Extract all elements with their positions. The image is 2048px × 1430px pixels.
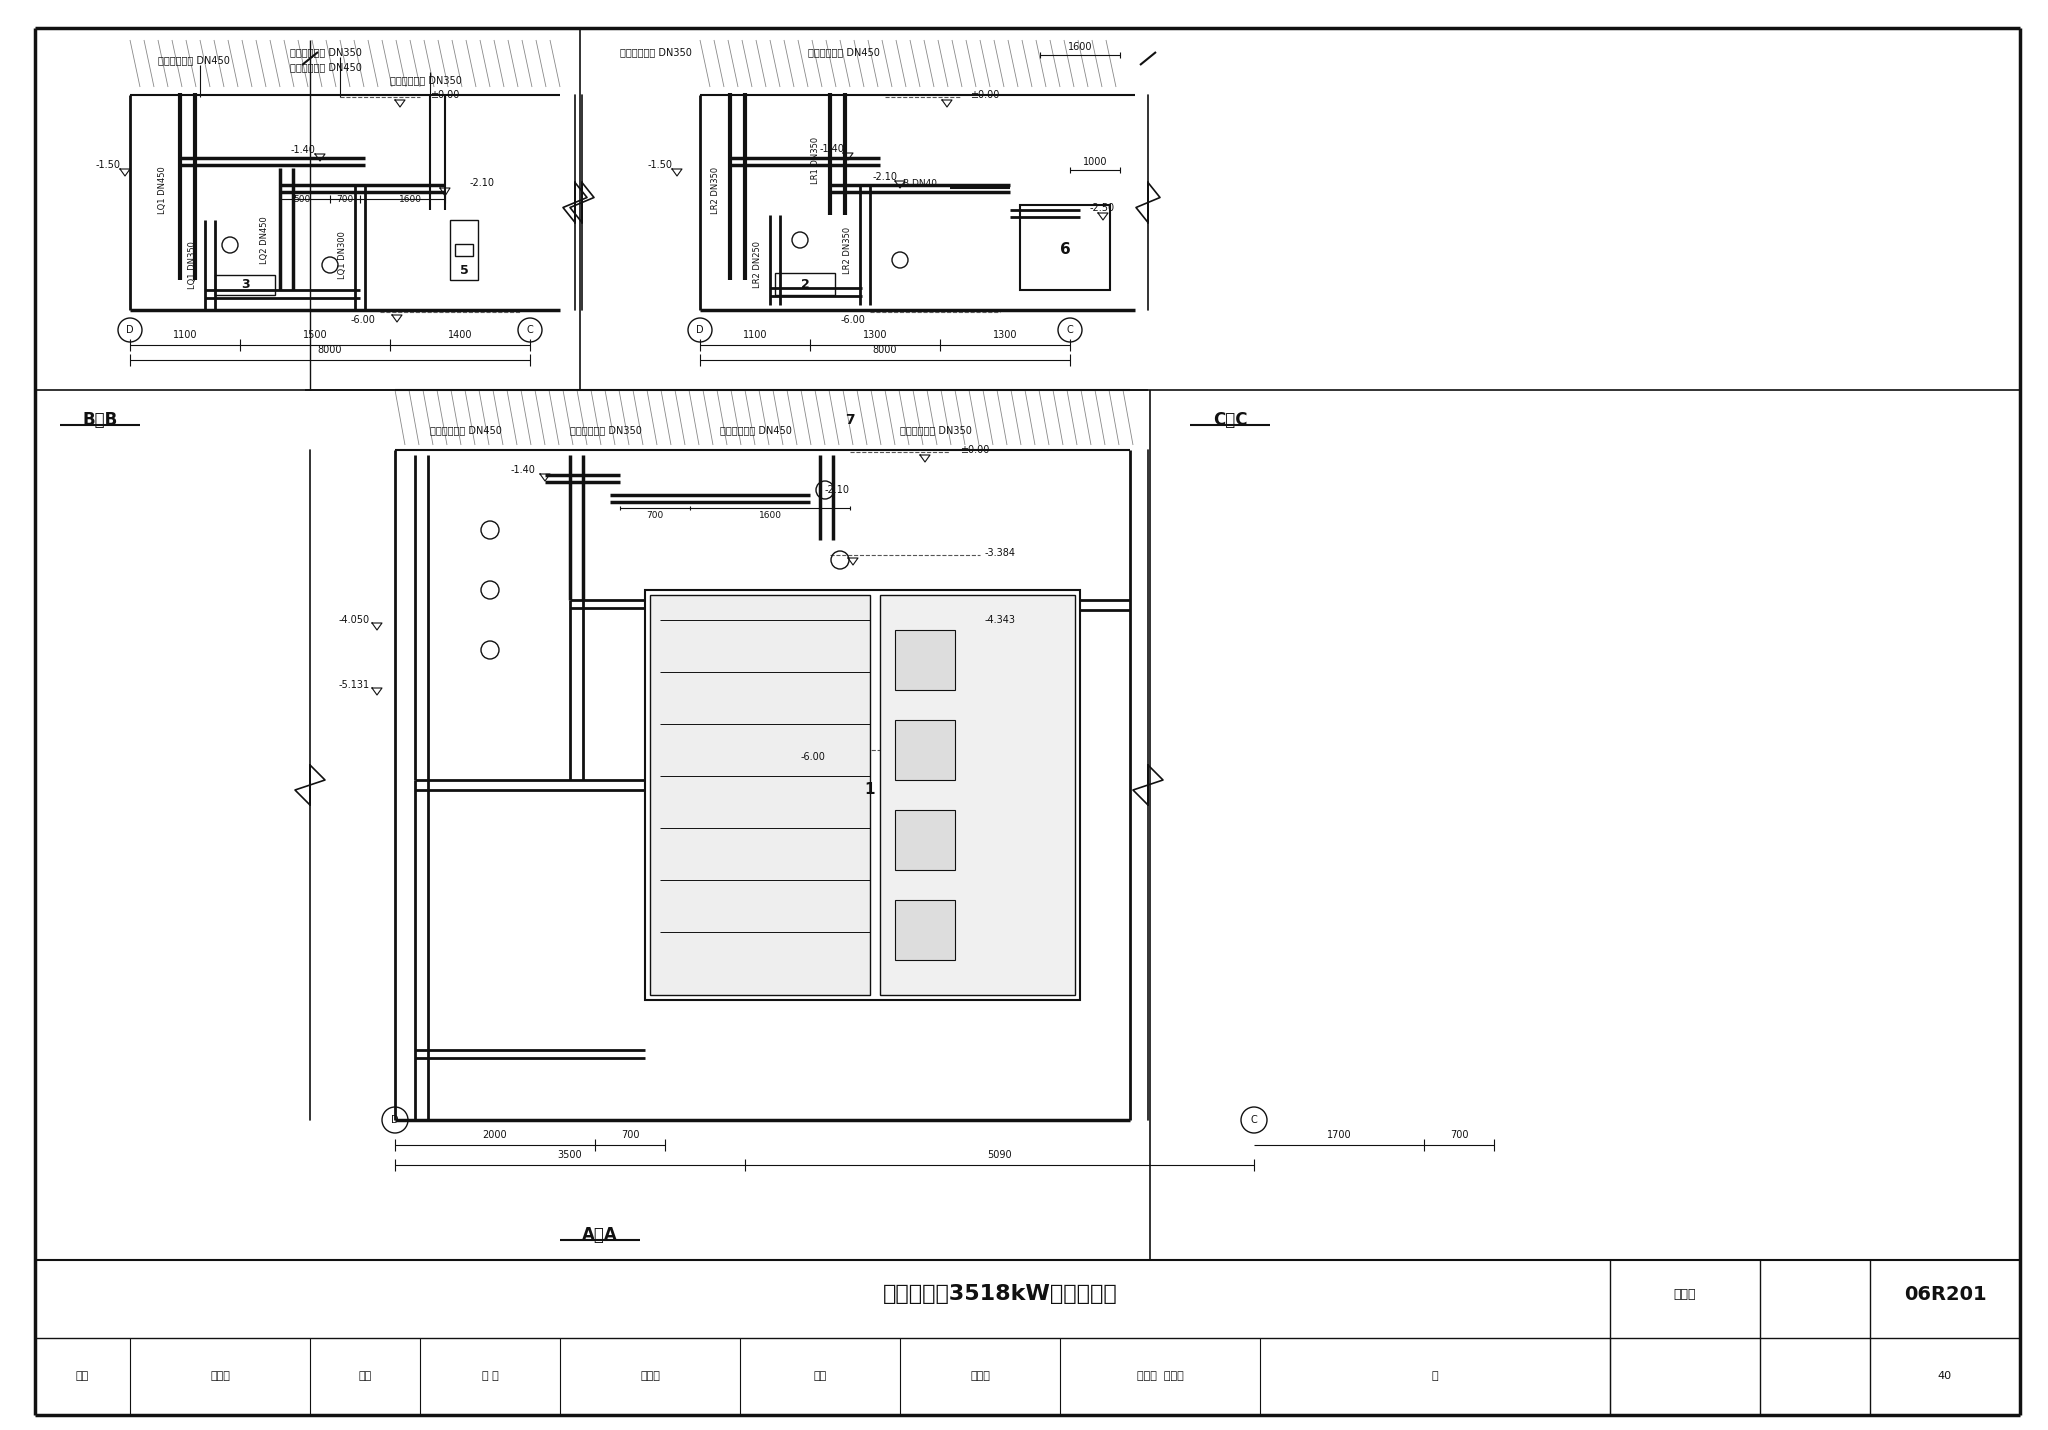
Bar [881,595,1075,995]
Text: 5090: 5090 [987,1150,1012,1160]
Text: 校对: 校对 [358,1371,371,1381]
Text: 700: 700 [647,512,664,521]
Text: 40: 40 [1937,1371,1952,1381]
Text: -1.40: -1.40 [291,144,315,154]
Text: 黄金龙  黄多龙: 黄金龙 黄多龙 [1137,1371,1184,1381]
Text: 8000: 8000 [317,345,342,355]
Text: 5: 5 [459,263,469,276]
Text: 2000: 2000 [483,1130,508,1140]
Text: 500: 500 [293,196,311,204]
Text: C: C [1067,325,1073,335]
Text: LR1 DN350: LR1 DN350 [811,136,819,183]
Text: -4.343: -4.343 [985,615,1016,625]
Text: 冷却水供水管 DN450: 冷却水供水管 DN450 [158,54,229,64]
Text: 6: 6 [1059,243,1071,257]
Text: B DN40: B DN40 [903,179,938,187]
Text: 设计: 设计 [813,1371,827,1381]
Text: -5.131: -5.131 [338,681,371,691]
Text: LR2 DN350: LR2 DN350 [711,166,719,213]
Text: 1100: 1100 [743,330,768,340]
Text: D: D [127,325,133,335]
Bar [649,595,870,995]
Text: -2.10: -2.10 [872,172,897,182]
Text: 徐 相: 徐 相 [481,1371,498,1381]
Bar [645,591,1079,1000]
Text: 孙祖如: 孙祖如 [641,1371,659,1381]
Bar [1020,204,1110,290]
Text: D: D [696,325,705,335]
Text: 3: 3 [242,279,250,292]
Bar [215,275,274,295]
Text: 06R201: 06R201 [1905,1284,1987,1304]
Text: 冷却水回水管 DN450: 冷却水回水管 DN450 [291,61,362,72]
Text: 1700: 1700 [1327,1130,1352,1140]
Text: -1.40: -1.40 [510,465,535,475]
Bar [451,220,477,280]
Text: 2: 2 [801,279,809,292]
Text: -6.00: -6.00 [801,752,825,762]
Text: 页: 页 [1432,1371,1438,1381]
Text: 1300: 1300 [862,330,887,340]
Text: 冷温水供水管 DN350: 冷温水供水管 DN350 [389,74,463,84]
Text: A－A: A－A [582,1226,618,1244]
Text: -1.40: -1.40 [819,144,844,154]
Text: 700: 700 [1450,1130,1468,1140]
Text: -1.50: -1.50 [96,160,121,170]
Text: 1100: 1100 [172,330,197,340]
Bar [774,273,836,295]
Text: ±0.00: ±0.00 [971,90,999,100]
Text: -3.384: -3.384 [985,548,1016,558]
Text: -6.00: -6.00 [840,315,864,325]
Text: -1.50: -1.50 [647,160,672,170]
Text: C: C [1251,1115,1257,1125]
Text: 3500: 3500 [557,1150,582,1160]
Text: 冷却水回水管 DN450: 冷却水回水管 DN450 [721,425,793,435]
Bar [895,809,954,869]
Text: -2.10: -2.10 [469,177,496,187]
Text: 1600: 1600 [1067,41,1092,51]
Text: 冷温水供水管 DN350: 冷温水供水管 DN350 [899,425,973,435]
Text: 图集号: 图集号 [1673,1287,1696,1300]
Text: 冷温水回水管 DN350: 冷温水回水管 DN350 [621,47,692,57]
Text: 冷却水供水管 DN450: 冷却水供水管 DN450 [430,425,502,435]
Text: -2.10: -2.10 [825,485,850,495]
Text: 7: 7 [846,413,854,428]
Text: -6.00: -6.00 [350,315,375,325]
Text: 700: 700 [621,1130,639,1140]
Text: ±0.00: ±0.00 [430,90,459,100]
Bar [895,899,954,960]
Text: -4.050: -4.050 [338,615,371,625]
Text: 1600: 1600 [399,196,422,204]
Text: B－B: B－B [82,410,117,429]
Text: 1300: 1300 [993,330,1018,340]
Text: 王淑敏: 王淑敏 [211,1371,229,1381]
Text: C: C [526,325,532,335]
Text: 审核: 审核 [76,1371,88,1381]
Text: 徐利国: 徐利国 [971,1371,989,1381]
Text: D: D [391,1115,399,1125]
Bar [895,719,954,779]
Text: C－C: C－C [1212,410,1247,429]
Text: LR2 DN250: LR2 DN250 [752,242,762,289]
Text: 1500: 1500 [303,330,328,340]
Bar [455,245,473,256]
Text: 1000: 1000 [1083,157,1108,167]
Text: 1600: 1600 [758,512,782,521]
Text: 冷温水回水管 DN350: 冷温水回水管 DN350 [569,425,641,435]
Text: LQ2 DN450: LQ2 DN450 [260,216,270,265]
Text: 冷却水回水管 DN450: 冷却水回水管 DN450 [809,47,881,57]
Text: LQ1 DN300: LQ1 DN300 [338,232,346,279]
Text: ±0.00: ±0.00 [961,445,989,455]
Text: LQ1 DN450: LQ1 DN450 [158,166,168,214]
Text: 1: 1 [864,782,874,798]
Bar [895,631,954,691]
Text: 冷温水回水管 DN350: 冷温水回水管 DN350 [291,47,362,57]
Text: 8000: 8000 [872,345,897,355]
Text: 1400: 1400 [449,330,473,340]
Text: LQ1 DN350: LQ1 DN350 [188,242,197,289]
Text: 700: 700 [336,196,354,204]
Text: -2.50: -2.50 [1090,203,1114,213]
Text: 总装机容量3518kW机房剖面图: 总装机容量3518kW机房剖面图 [883,1284,1118,1304]
Text: LR2 DN350: LR2 DN350 [842,226,852,273]
